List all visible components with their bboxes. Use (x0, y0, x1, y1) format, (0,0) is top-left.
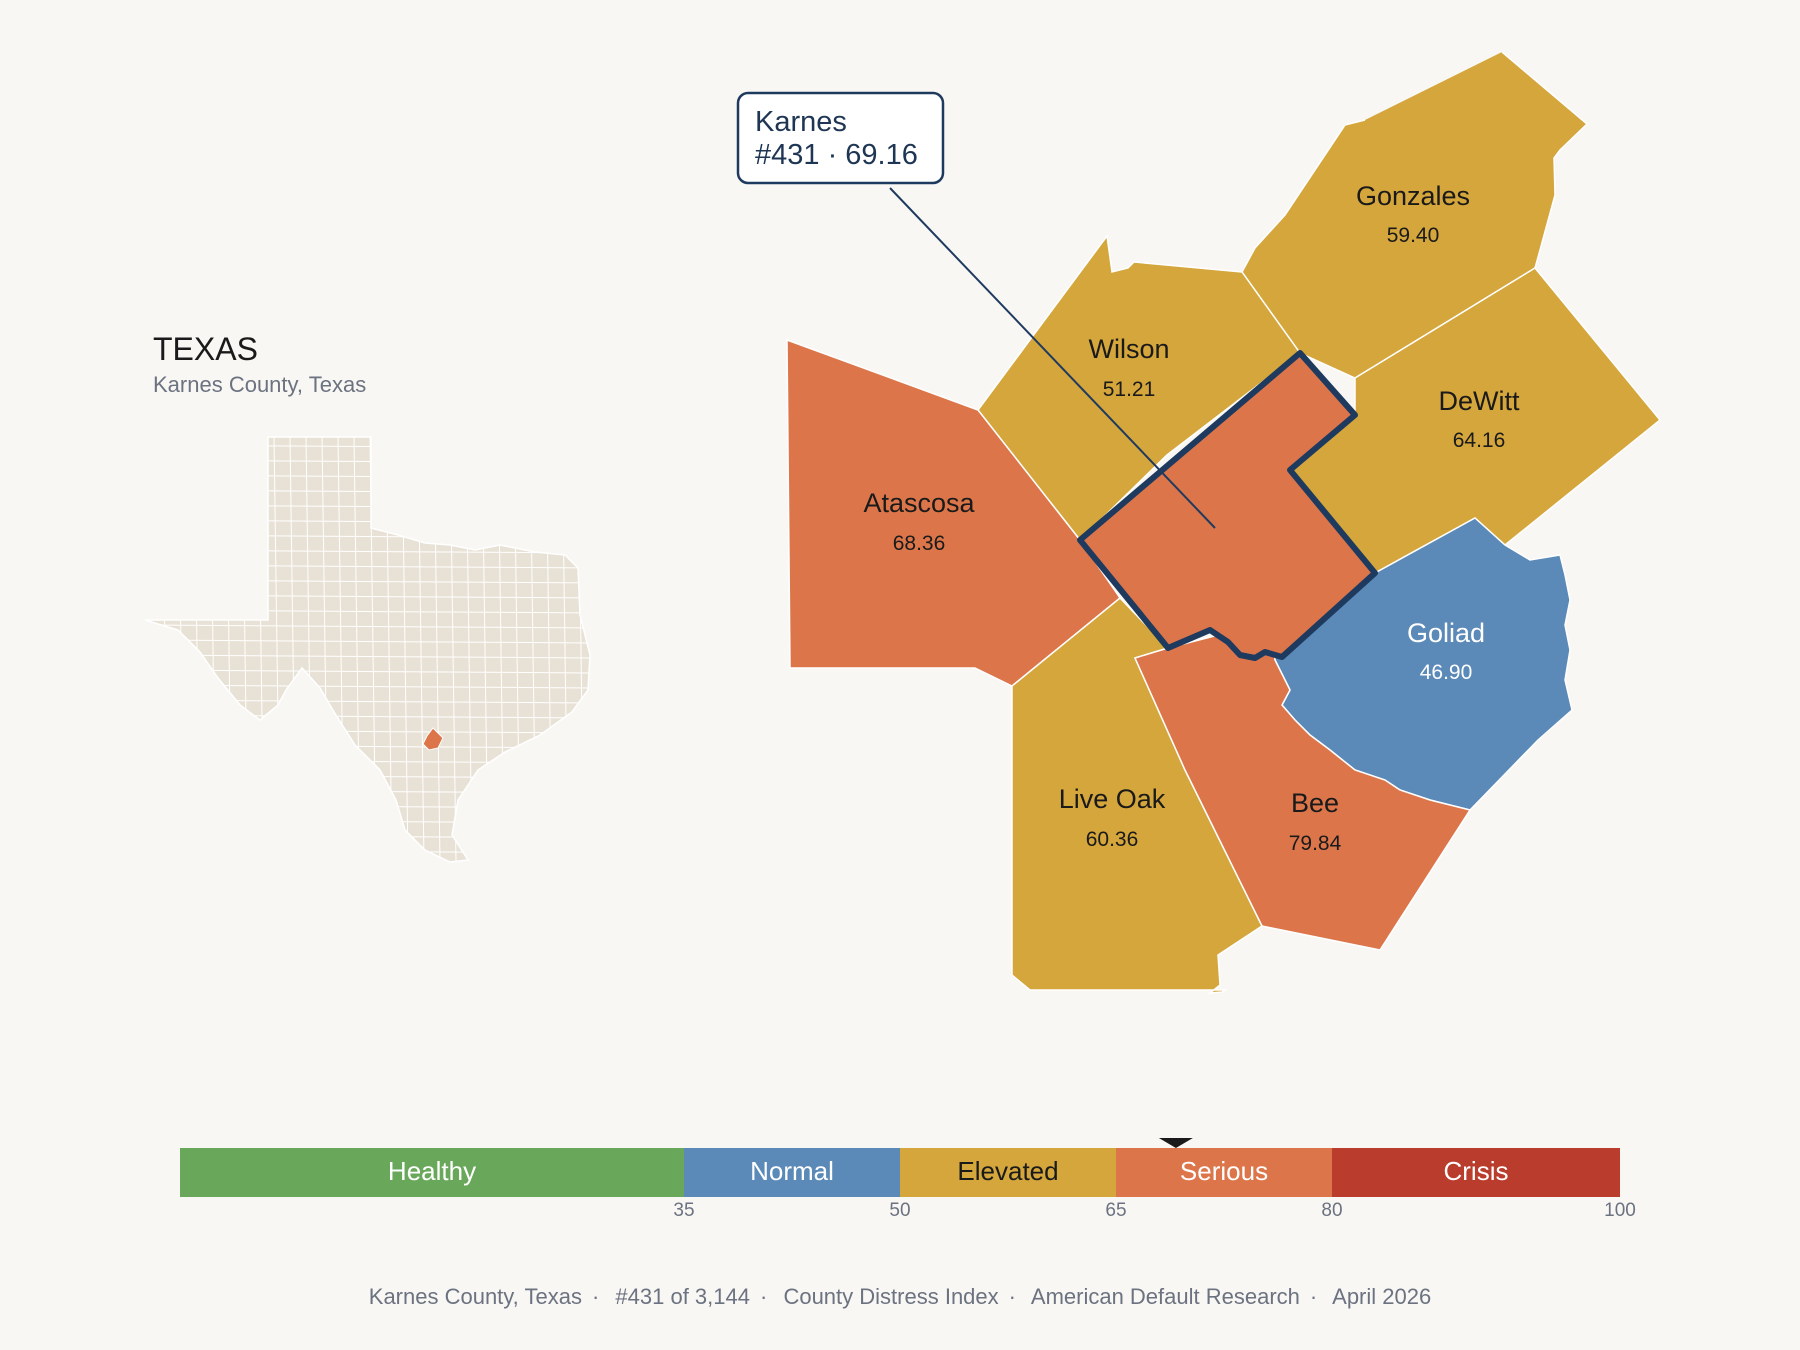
county-label-value: 60.36 (1086, 828, 1139, 851)
footer-item: County Distress Index (783, 1284, 999, 1309)
county-karnes[interactable] (1077, 350, 1378, 661)
county-label-name: DeWitt (1439, 386, 1520, 416)
footer: Karnes County, Texas · #431 of 3,144 · Cou… (368, 1284, 1432, 1309)
distress-legend: Healthy Normal Elevated Serious Crisis 35 50 65… (180, 1138, 1636, 1221)
state-title: TEXAS (153, 331, 258, 367)
legend-label-elevated: Elevated (957, 1156, 1058, 1186)
legend-marker-icon (1158, 1138, 1193, 1148)
legend-label-healthy: Healthy (388, 1156, 476, 1186)
texas-outline (144, 436, 591, 863)
legend-segment-crisis (1332, 1148, 1620, 1197)
legend-tick-label: 65 (1105, 1200, 1126, 1221)
inset-karnes-highlight (422, 727, 444, 751)
county-label-name: Goliad (1407, 618, 1485, 648)
county-label-name: Gonzales (1356, 181, 1470, 211)
legend-label-crisis: Crisis (1444, 1156, 1509, 1186)
texas-inset-map (144, 436, 591, 863)
callout-leader-line (889, 187, 1216, 529)
footer-item: American Default Research (1030, 1284, 1300, 1309)
county-label-name: Wilson (1088, 334, 1169, 364)
legend-segment-healthy (180, 1148, 684, 1197)
legend-tick-label: 35 (673, 1200, 694, 1221)
legend-tick-label: 50 (889, 1200, 910, 1221)
footer-item: Karnes County, Texas (368, 1284, 582, 1309)
callout-name: Karnes (755, 106, 847, 138)
region-map: Gonzales 59.40 Wilson 51.21 DeWitt 64.16 Atasc… (736, 51, 1662, 994)
county-label-value: 59.40 (1387, 224, 1440, 247)
county-label-value: 64.16 (1453, 429, 1506, 452)
legend-segment-elevated (900, 1148, 1116, 1197)
callout-box (736, 91, 945, 185)
legend-tick-label: 80 (1321, 1200, 1342, 1221)
county-label-name: Live Oak (1059, 784, 1166, 814)
footer-item: #431 of 3,144 (615, 1284, 750, 1309)
footer-item: April 2026 (1332, 1284, 1432, 1309)
state-subtitle: Karnes County, Texas (153, 372, 366, 397)
legend-label-normal: Normal (750, 1156, 834, 1186)
legend-segment-serious (1116, 1148, 1332, 1197)
county-label-name: Bee (1291, 788, 1339, 818)
legend-label-serious: Serious (1180, 1156, 1268, 1186)
county-label-name: Atascosa (863, 488, 975, 518)
county-label-value: 68.36 (893, 532, 946, 555)
county-label-value: 79.84 (1289, 832, 1342, 855)
county-label-value: 46.90 (1420, 661, 1473, 684)
legend-segment-normal (684, 1148, 900, 1197)
county-label-value: 51.21 (1103, 378, 1156, 401)
callout-rank-score: #431 · 69.16 (755, 139, 918, 171)
legend-tick-label: 100 (1604, 1200, 1636, 1221)
